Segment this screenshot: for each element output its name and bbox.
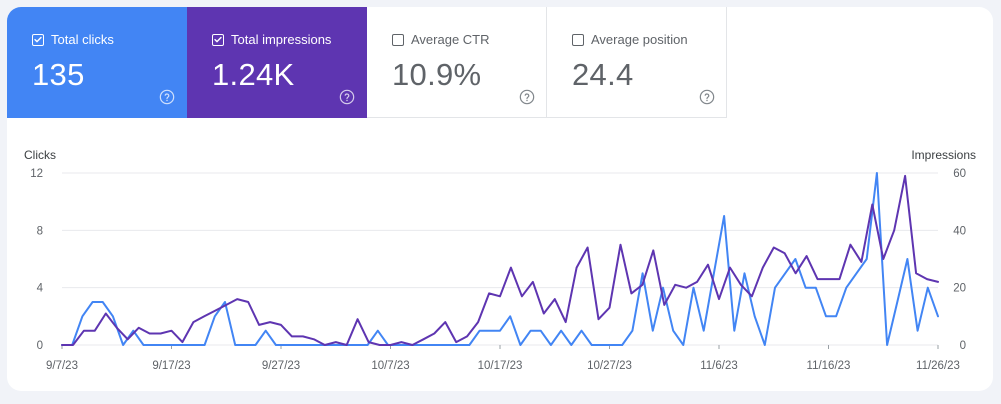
metric-value: 10.9%	[392, 57, 482, 92]
metric-value: 135	[32, 57, 85, 92]
metric-header: Total impressions	[212, 32, 331, 47]
metric-checkbox[interactable]	[32, 33, 44, 46]
metric-label: Total clicks	[51, 32, 114, 47]
metric-tile-total-clicks[interactable]: Total clicks 135	[7, 7, 187, 118]
help-circle-icon[interactable]	[699, 89, 715, 105]
left-axis-tick-label: 12	[30, 168, 43, 180]
metric-checkbox[interactable]	[392, 33, 404, 46]
metric-label: Average position	[591, 32, 688, 47]
x-axis-tick-label: 9/17/23	[152, 360, 190, 372]
x-axis-tick-label: 11/26/23	[916, 360, 960, 372]
metric-header: Average position	[572, 32, 688, 47]
metric-value: 1.24K	[212, 57, 295, 92]
checkmark-icon	[34, 36, 42, 43]
metric-value: 24.4	[572, 57, 634, 92]
metric-label: Total impressions	[231, 32, 332, 47]
right-axis-tick-label: 0	[960, 340, 966, 352]
series-line-total-clicks[interactable]	[61, 172, 939, 346]
left-axis-title: Clicks	[24, 148, 56, 162]
series-line-total-impressions[interactable]	[61, 174, 939, 346]
performance-chart: 0 4 8 12 0 20 40 60 Clicks Impressions 9/7/23 9/17/…	[24, 148, 976, 372]
left-axis-tick-label: 8	[37, 225, 43, 237]
x-axis-tick-label: 9/7/23	[46, 360, 78, 372]
right-axis-tick-label: 40	[953, 225, 966, 237]
x-axis-tick-label: 10/27/23	[587, 360, 632, 372]
metric-tile-total-impressions[interactable]: Total impressions 1.24K	[187, 7, 367, 118]
metric-tiles: Total clicks 135 Total impressions 1.24K…	[7, 7, 727, 118]
right-axis-title: Impressions	[911, 148, 976, 162]
metric-tile-average-position[interactable]: Average position 24.4	[547, 7, 727, 118]
x-axis-tick-label: 10/17/23	[478, 360, 523, 372]
help-circle-icon[interactable]	[159, 89, 175, 105]
right-axis-tick-label: 60	[953, 168, 966, 180]
metric-header: Total clicks	[32, 32, 114, 47]
help-circle-icon[interactable]	[339, 89, 355, 105]
performance-card: Total clicks 135 Total impressions 1.24K…	[7, 7, 993, 391]
left-axis-tick-label: 4	[37, 283, 44, 295]
x-axis-tick-label: 11/6/23	[700, 360, 738, 372]
right-axis-tick-label: 20	[953, 283, 966, 295]
metric-checkbox[interactable]	[212, 33, 224, 46]
metric-checkbox[interactable]	[572, 33, 584, 46]
left-axis-tick-label: 0	[37, 340, 43, 352]
metric-tile-average-ctr[interactable]: Average CTR 10.9%	[367, 7, 547, 118]
help-circle-icon[interactable]	[519, 89, 535, 105]
x-axis-tick-label: 10/7/23	[371, 360, 409, 372]
x-axis-tick-label: 9/27/23	[262, 360, 300, 372]
metric-header: Average CTR	[392, 32, 490, 47]
x-axis-tick-label: 11/16/23	[807, 360, 851, 372]
metric-label: Average CTR	[411, 32, 490, 47]
checkmark-icon	[214, 36, 222, 43]
